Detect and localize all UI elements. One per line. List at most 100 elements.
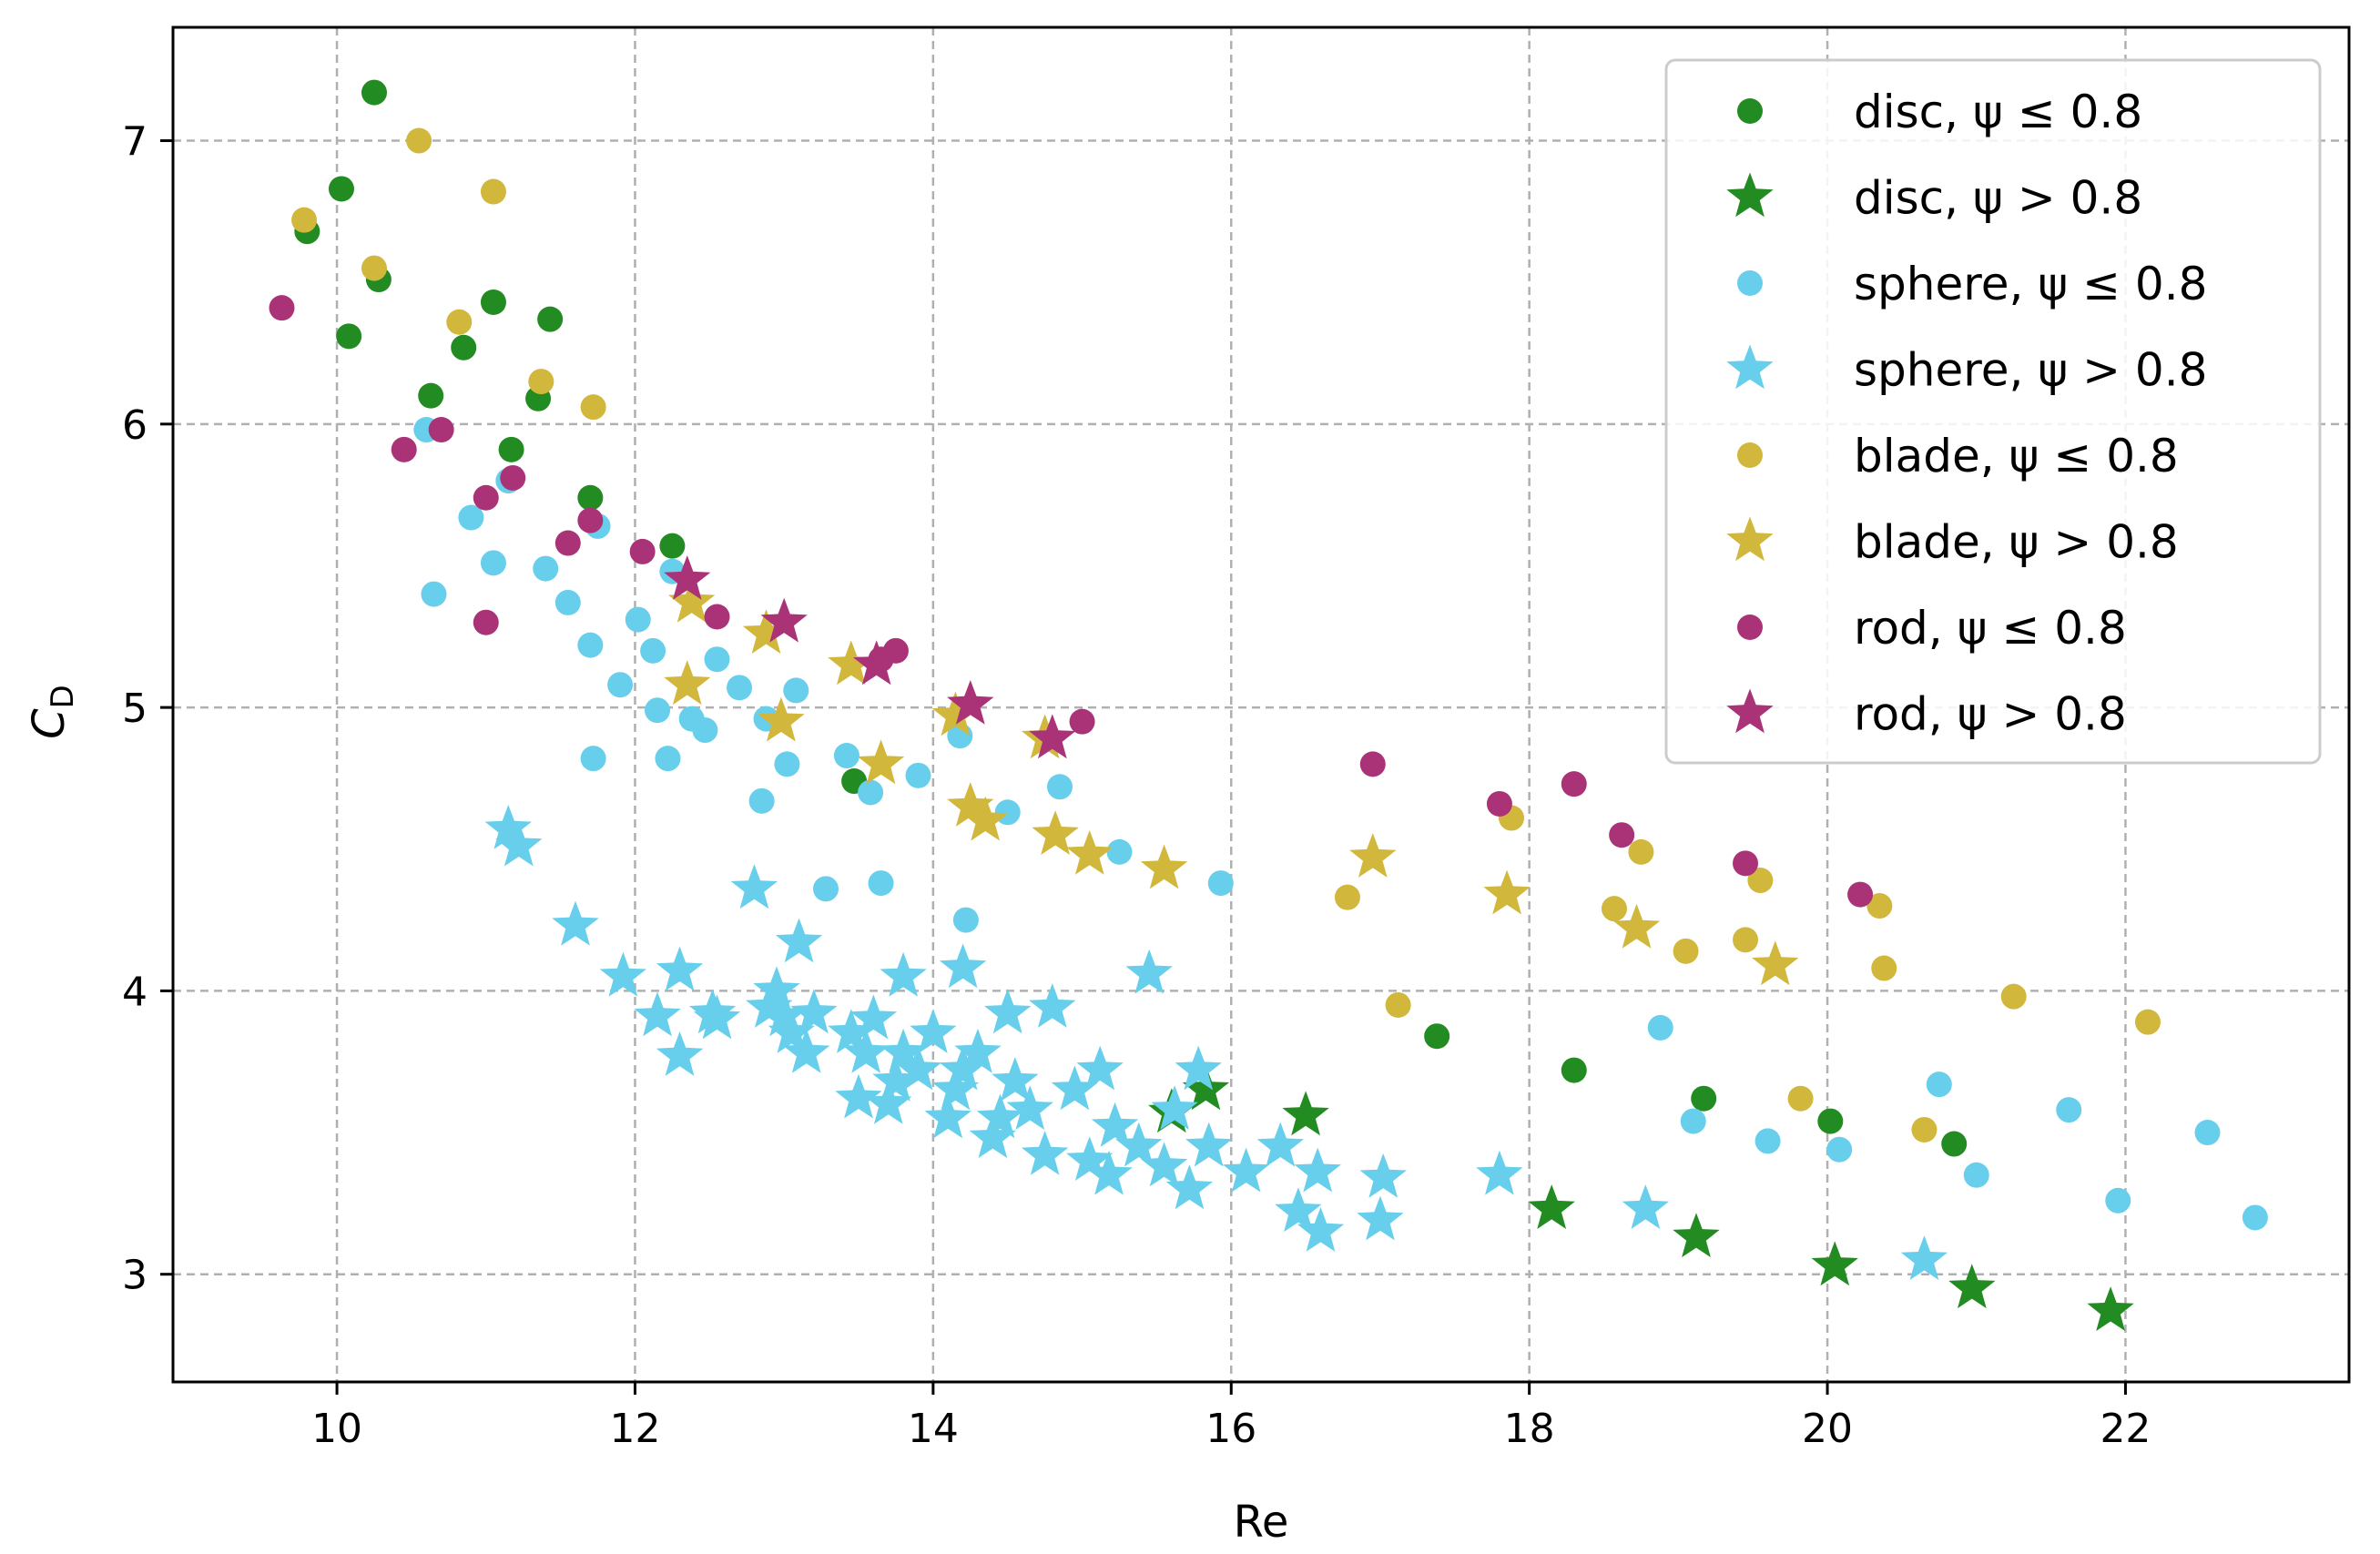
y-tick-label: 7 [122,119,147,166]
star-point [1900,1235,1948,1280]
circle-point [2242,1204,2268,1231]
circle-point [1680,1108,1706,1134]
star-point [857,739,905,785]
star-point [1140,844,1188,889]
circle-point [1747,868,1774,894]
y-tick-label: 6 [122,402,147,449]
star-point [1140,1142,1188,1187]
star-point [865,1079,912,1124]
circle-point [1628,838,1654,865]
star-point [872,1057,920,1102]
circle-point [528,369,554,395]
star-point [1032,810,1079,855]
circle-point [1911,1116,1938,1143]
star-point [1357,1195,1404,1241]
circle-point [2056,1097,2082,1123]
legend-entry-label: blade, ψ ≤ 0.8 [1854,430,2179,482]
star-point [984,989,1032,1034]
circle-point [645,697,671,724]
circle-point [1673,938,1699,964]
circle-point [428,417,454,443]
legend-circle-marker [1737,442,1763,468]
circle-point [704,604,730,630]
star-point [835,1073,882,1119]
legend-star-marker [1726,516,1774,562]
circle-point [451,334,477,361]
star-point [664,555,711,600]
circle-point [1963,1162,1989,1188]
circle-point [1926,1072,1952,1098]
star-point [1029,983,1076,1028]
circle-point [629,538,656,564]
circle-point [480,289,506,315]
circle-point [1847,881,1874,908]
circle-point [577,484,604,511]
star-point [910,1009,957,1053]
star-point [790,989,838,1034]
star-point [931,1065,980,1111]
circle-point [1754,1128,1781,1154]
star-point [947,782,994,827]
x-tick-label: 16 [1205,1406,1256,1452]
star-point [668,577,716,623]
legend-entry-label: disc, ψ > 0.8 [1854,172,2142,225]
y-tick-label: 4 [122,969,147,1015]
circle-point [2000,983,2027,1010]
star-point [1185,1122,1233,1167]
legend-entry-label: sphere, ψ ≤ 0.8 [1854,258,2207,310]
legend-circle-marker [1737,614,1763,640]
circle-point [692,717,718,744]
legend-entry-label: rod, ψ ≤ 0.8 [1854,602,2127,655]
circle-point [473,609,499,635]
circle-point [1733,927,1759,953]
star-point [760,991,808,1037]
star-point [924,1093,971,1139]
circle-point [659,533,686,559]
series-group [291,127,2161,1143]
circle-point [1601,896,1627,922]
star-point [664,660,711,706]
circle-point [1385,991,1411,1018]
star-point [758,696,805,742]
circle-point [1069,708,1095,735]
circle-point [577,632,604,658]
star-point [853,640,900,686]
circle-point [1826,1136,1853,1163]
circle-point [473,484,499,511]
circle-point [1486,790,1512,817]
legend-box [1664,58,2322,765]
circle-point [554,530,581,556]
legend-circle-marker [1737,98,1763,124]
circle-point [2105,1187,2131,1214]
star-point [1151,1085,1198,1130]
star-point [753,966,800,1011]
star-point [783,1028,830,1073]
star-point [1622,1184,1669,1229]
circle-point [269,295,295,321]
y-axis-label: CD [24,685,81,739]
circle-point [533,555,559,582]
series-group [413,417,2268,1231]
star-point [1349,833,1397,878]
circle-point [1866,893,1893,919]
star-point [1076,1045,1124,1091]
y-axis-label-subscript: D [45,685,81,708]
circle-point [813,876,839,902]
star-point [742,609,790,654]
star-point [634,991,681,1037]
circle-point [783,677,809,704]
circle-point [905,762,931,788]
circle-point [458,504,484,531]
star-point [484,805,532,849]
circle-point [500,464,526,491]
star-point [939,1045,987,1091]
circle-point [704,646,730,673]
circle-point [655,746,681,772]
x-tick-label: 22 [2100,1406,2151,1452]
star-point [1483,869,1531,915]
y-tick-label: 5 [122,686,147,732]
circle-point [1334,884,1360,910]
star-point [828,640,875,686]
x-tick-label: 12 [609,1406,660,1452]
